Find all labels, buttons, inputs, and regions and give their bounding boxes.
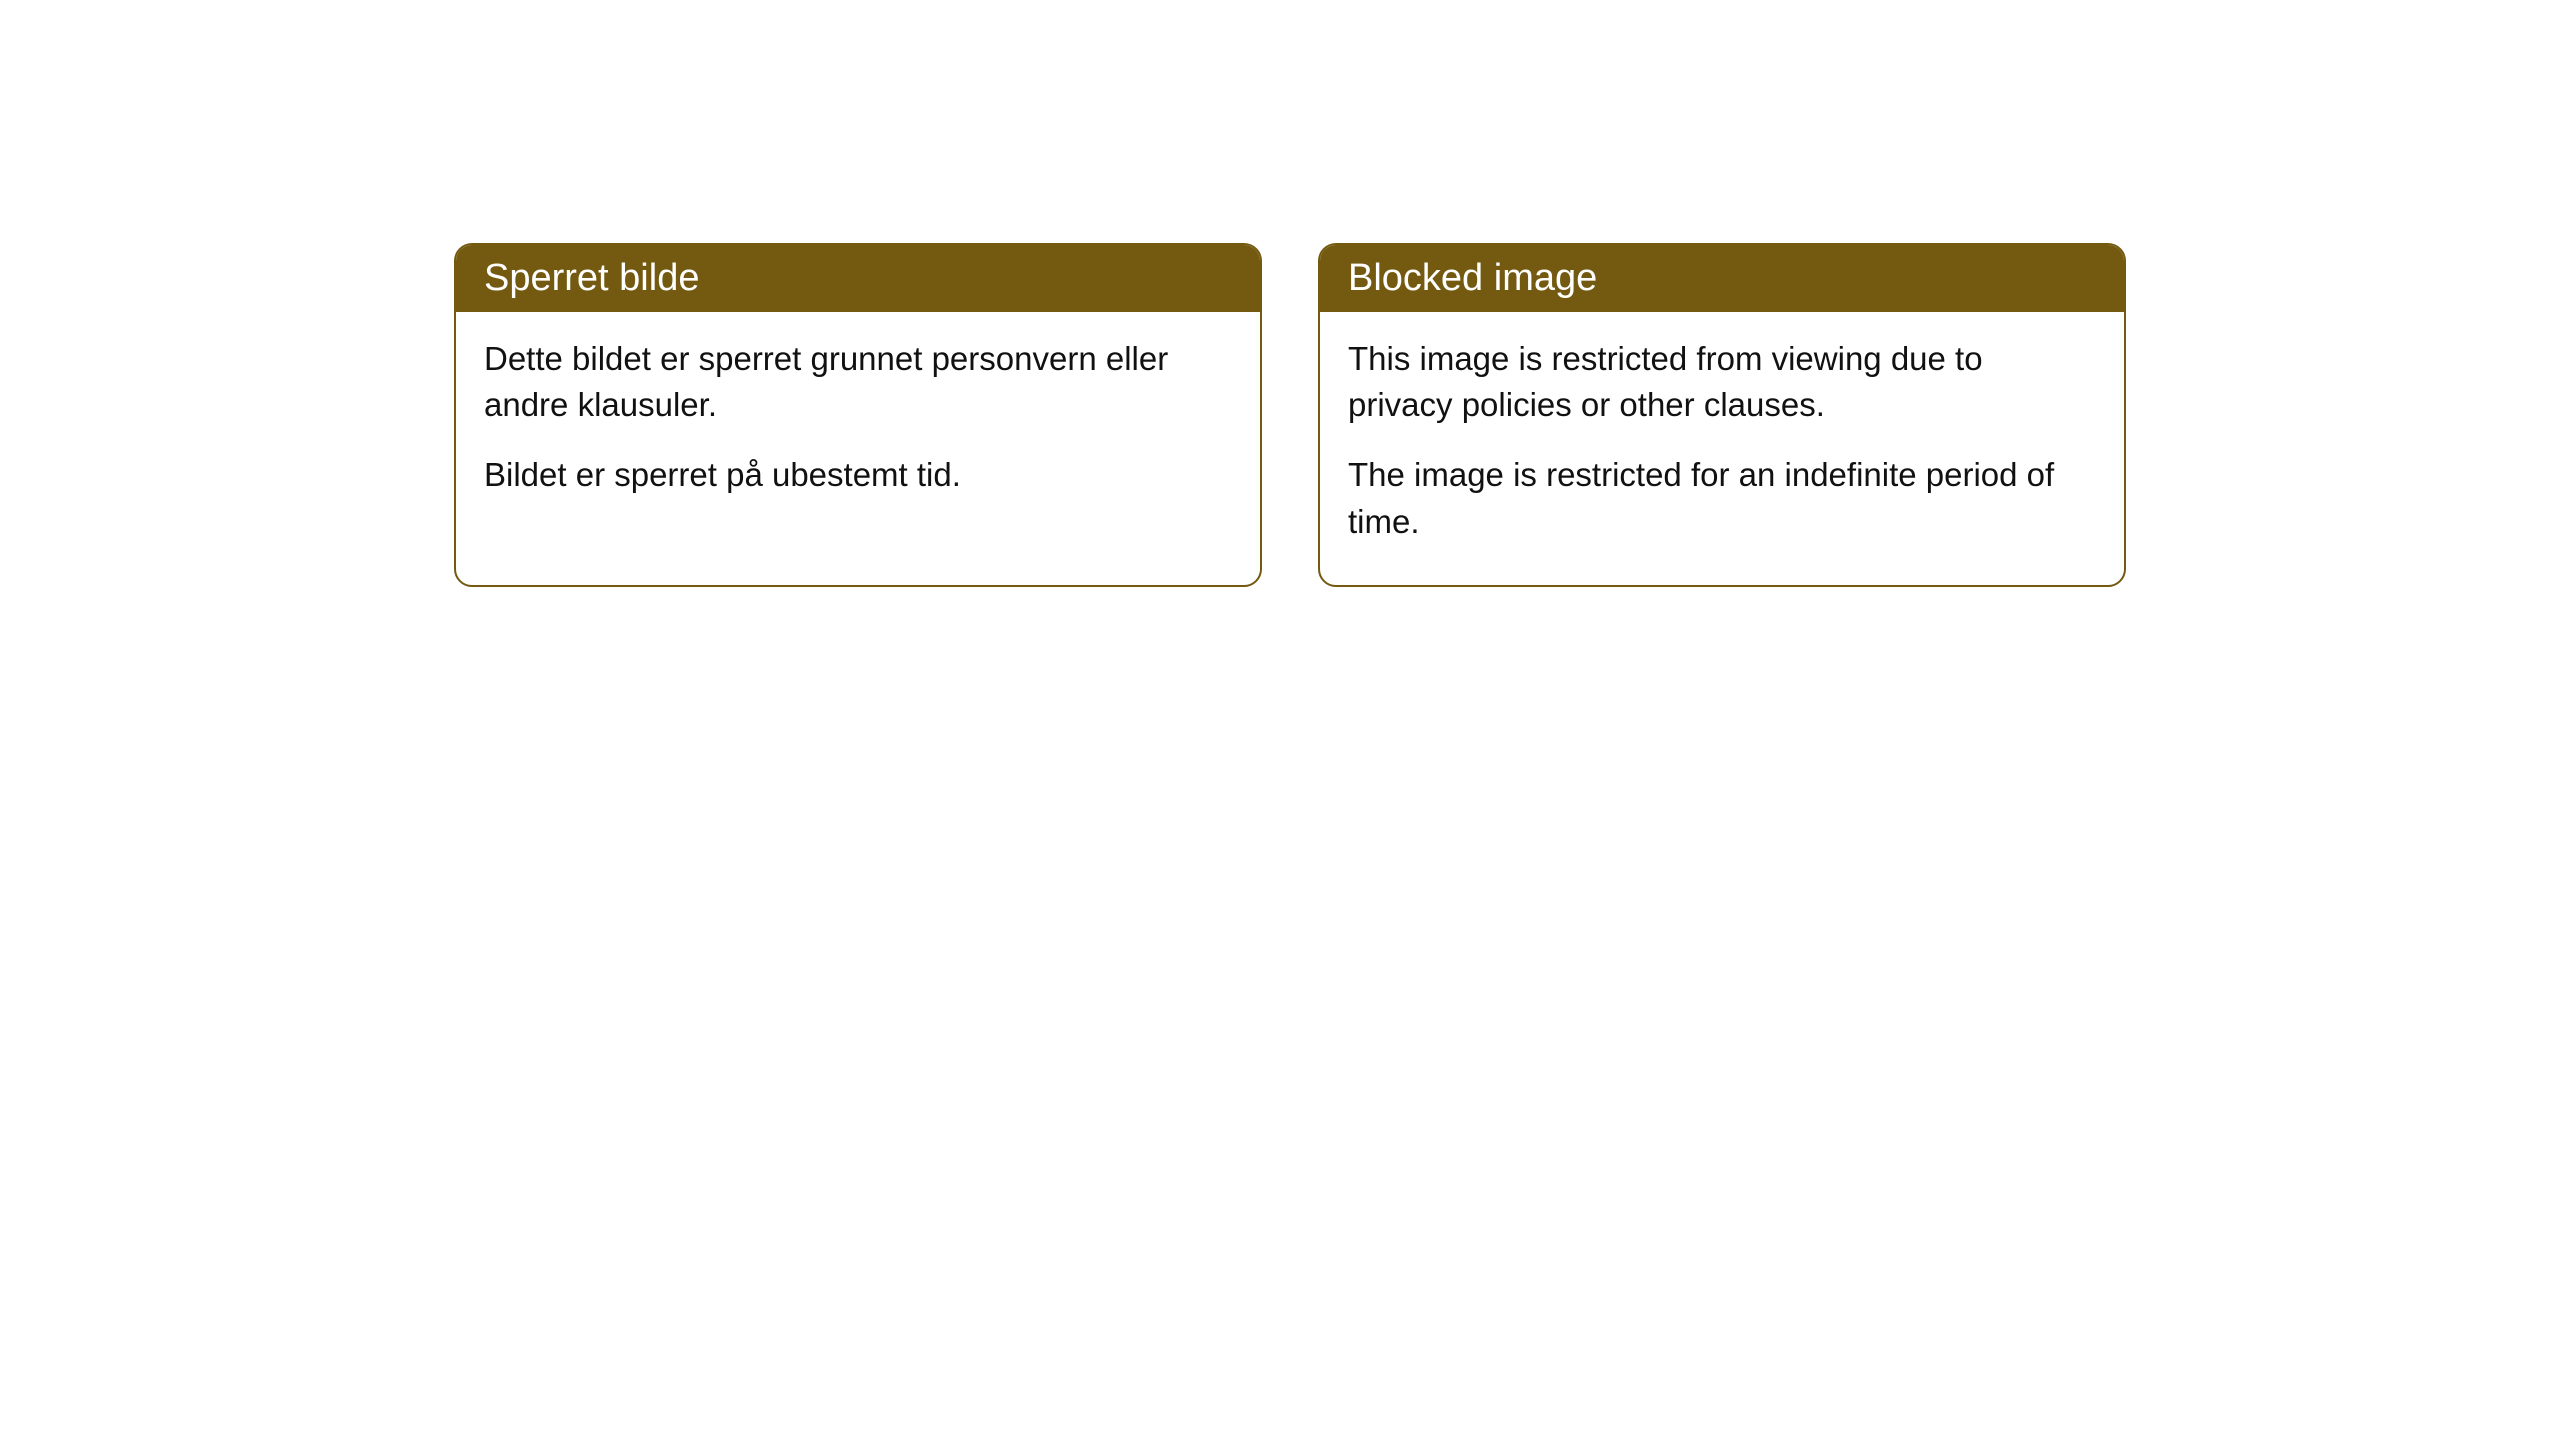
card-body: Dette bildet er sperret grunnet personve… — [456, 312, 1260, 539]
card-body: This image is restricted from viewing du… — [1320, 312, 2124, 585]
card-paragraph-1: This image is restricted from viewing du… — [1348, 336, 2096, 428]
notice-card-english: Blocked image This image is restricted f… — [1318, 243, 2126, 587]
card-title: Sperret bilde — [484, 257, 699, 299]
card-header: Blocked image — [1320, 245, 2124, 312]
card-paragraph-2: Bildet er sperret på ubestemt tid. — [484, 452, 1232, 498]
card-header: Sperret bilde — [456, 245, 1260, 312]
card-title: Blocked image — [1348, 257, 1597, 299]
card-paragraph-1: Dette bildet er sperret grunnet personve… — [484, 336, 1232, 428]
notice-cards-container: Sperret bilde Dette bildet er sperret gr… — [454, 243, 2126, 587]
notice-card-norwegian: Sperret bilde Dette bildet er sperret gr… — [454, 243, 1262, 587]
card-paragraph-2: The image is restricted for an indefinit… — [1348, 452, 2096, 544]
